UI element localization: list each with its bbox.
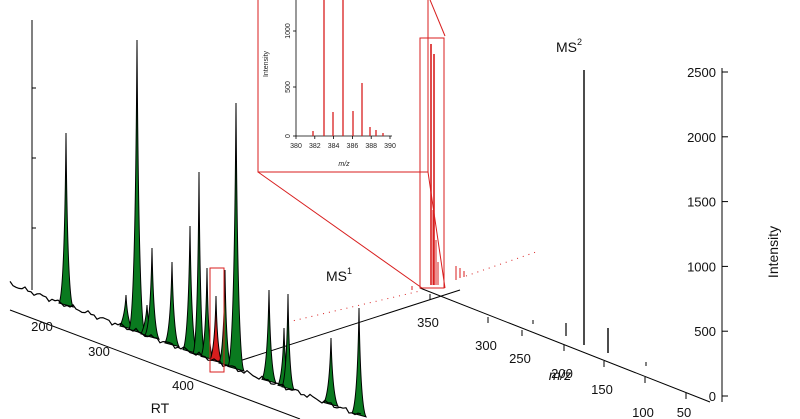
inset-y-ticks: 0 500 1000 [285,23,296,138]
ms1-highlight-box [419,37,445,289]
chromatogram-peak [218,269,232,367]
chromatogram-peak [227,102,246,372]
ms2-label: MS2 [556,37,582,55]
tick-label: 388 [365,143,377,150]
tick-label: 50 [677,405,691,419]
chromatogram-peak [58,132,74,308]
ms1-noise [287,251,537,323]
chromatogram-peak [281,293,295,391]
chromatogram-peak [144,247,160,340]
ms2-panel: MS2 0 500 1000 1500 2000 2500 Intensity [532,37,781,404]
mz-axis-back [419,287,711,403]
tick-label: 350 [417,315,439,330]
tick-label: 2500 [687,65,716,80]
chromatogram-peak [200,267,214,361]
chromatogram-peak [192,171,206,358]
ms1-mz-axis: 350 300 250 200 150 100 50 m/z [229,287,711,419]
inset-panel: 0 500 1000 380 382 384 386 388 390 Intensity m/… [257,0,446,289]
inset-y-label: Intensity [263,50,270,77]
chromatogram-peak [164,261,180,348]
tick-label: 300 [475,338,497,353]
tick-label: 200 [551,366,573,381]
chromatogram: 200 300 400 RT [9,20,367,419]
tick-label: 0 [285,134,292,138]
chromatogram-highlight-box [209,267,225,373]
tick-label: 100 [632,405,654,419]
tick-label: 2000 [687,130,716,145]
chromatogram-peak [261,289,277,384]
chromatogram-peak [323,337,340,408]
tick-label: 390 [384,143,396,150]
intensity-ticks: 0 500 1000 1500 2000 2500 [687,65,728,404]
tick-label: 1000 [285,23,292,39]
tick-label: 500 [285,81,292,93]
chromatogram-peak [128,39,147,335]
inset-connector-top [429,0,446,37]
inset-peaks [312,0,384,136]
tick-label: 200 [31,319,53,334]
rt-ticks: 200 300 400 [31,319,194,393]
inset-connector-bottom [257,171,423,289]
tick-label: 1500 [687,195,716,210]
intensity-axis-label: Intensity [765,226,781,278]
tick-label: 382 [309,143,321,150]
chromatogram-baseline [9,281,362,416]
tick-label: 380 [290,143,302,150]
rt-axis-label: RT [151,400,170,416]
tick-label: 386 [347,143,359,150]
tick-label: 150 [591,382,613,397]
mz-ticks: 350 300 250 200 150 100 50 [417,294,691,419]
chromatogram-peak [351,307,367,418]
inset-x-ticks: 380 382 384 386 388 390 [290,136,396,150]
chromatogram-y-tickmarks [32,87,36,229]
tick-label: 250 [509,351,531,366]
chromatogram-peak [182,225,199,355]
tick-label: 500 [694,324,716,339]
chromatogram-peaks [58,39,367,418]
inset-x-label: m/z [338,161,350,168]
ms1-label: MS1 [326,266,352,284]
tick-label: 384 [328,143,340,150]
tick-label: 1000 [687,259,716,274]
ms1-spectrum [287,37,537,323]
tick-label: 300 [88,344,110,359]
tick-label: 400 [172,378,194,393]
chromatogram-peak-selected [209,295,223,364]
mz-axis-label: m/z [549,367,572,383]
tick-label: 0 [709,389,716,404]
rt-axis-line [9,309,301,419]
